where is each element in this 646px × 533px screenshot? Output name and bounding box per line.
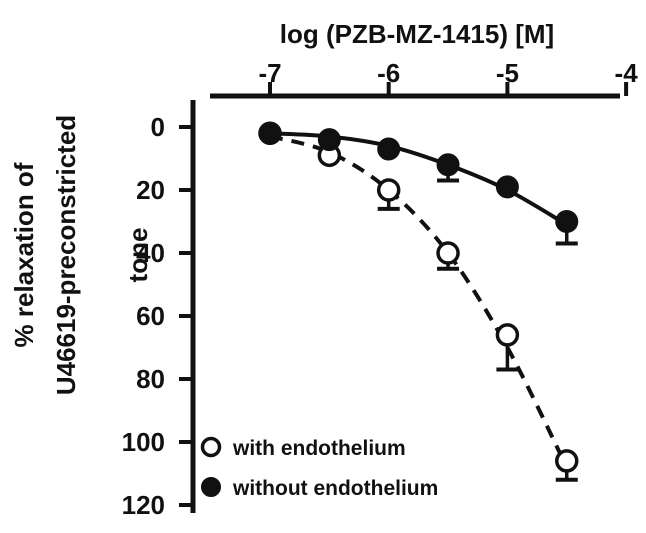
y-tick-label: 120 xyxy=(122,490,165,520)
y-tick-label: 60 xyxy=(136,301,165,331)
y-axis-title-line-3: tone xyxy=(123,228,153,283)
legend-marker-without-endothelium-icon xyxy=(201,477,221,497)
y-ticks: 0 20 40 60 80 100 120 xyxy=(122,112,193,520)
x-tick-label: -7 xyxy=(258,58,281,88)
legend-marker-with-endothelium-icon xyxy=(200,436,222,458)
x-axis-title: log (PZB-MZ-1415) [M] xyxy=(280,19,554,49)
data-point-with-endothelium xyxy=(436,241,460,265)
y-tick-label: 40 xyxy=(136,238,165,268)
data-point-without-endothelium xyxy=(436,153,460,177)
legend-label-with-endothelium: with endothelium xyxy=(232,437,406,460)
y-axis-title-line-1: % relaxation of xyxy=(9,162,39,347)
y-tick-label: 20 xyxy=(136,175,165,205)
data-point-without-endothelium xyxy=(377,137,401,161)
x-tick-label: -5 xyxy=(496,58,519,88)
x-tick-label: -4 xyxy=(615,58,639,88)
data-point-without-endothelium xyxy=(258,121,282,145)
axes xyxy=(190,93,620,513)
legend: with endothelium without endothelium xyxy=(200,436,438,500)
y-axis-title-line-2: U46619-preconstricted xyxy=(51,115,81,395)
series-layer xyxy=(258,121,579,482)
x-tick-label: -6 xyxy=(377,58,400,88)
data-point-with-endothelium xyxy=(555,449,579,473)
y-tick-label: 80 xyxy=(136,364,165,394)
fit-curve-with-endothelium xyxy=(269,134,569,469)
data-point-with-endothelium xyxy=(495,323,520,347)
x-ticks: -7 -6 -5 -4 xyxy=(258,58,638,96)
data-point-with-endothelium xyxy=(376,178,401,202)
legend-label-without-endothelium: without endothelium xyxy=(232,477,438,500)
data-point-without-endothelium xyxy=(555,210,579,233)
data-point-without-endothelium xyxy=(317,128,341,152)
y-tick-label: 100 xyxy=(122,427,165,457)
data-point-without-endothelium xyxy=(495,175,519,199)
y-tick-label: 0 xyxy=(151,112,165,142)
